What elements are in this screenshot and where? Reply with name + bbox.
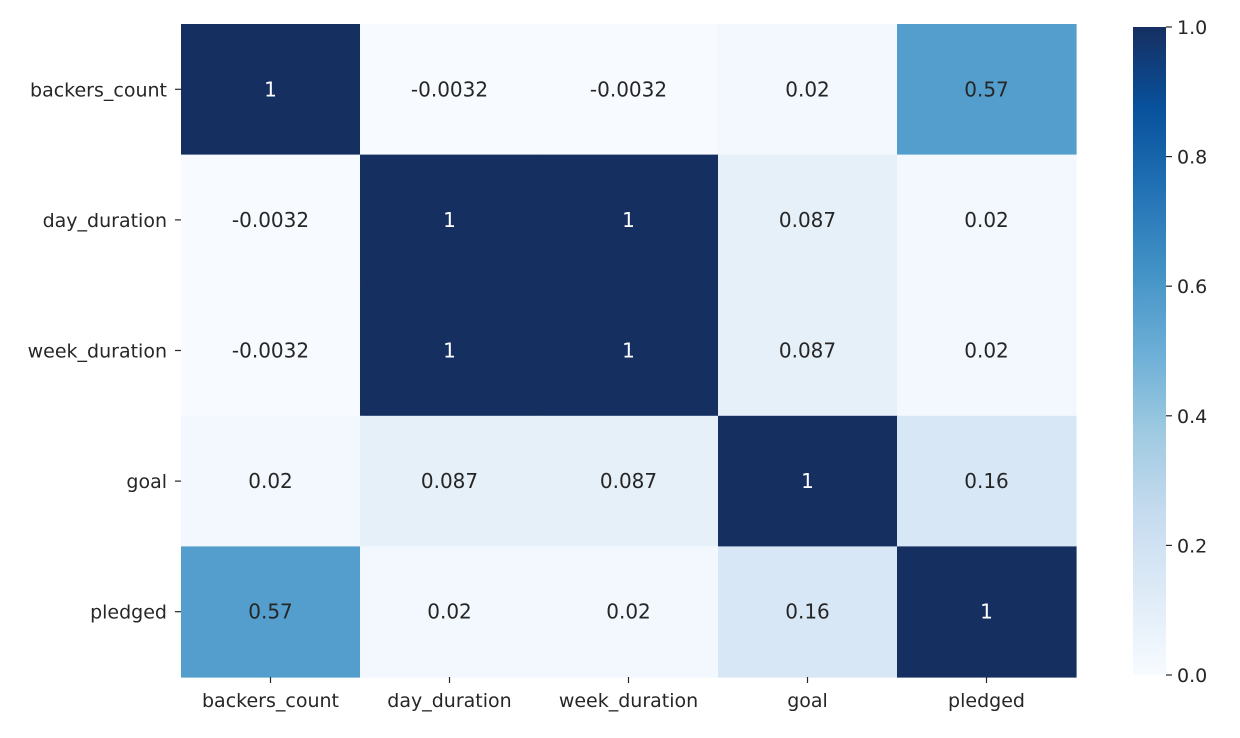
colorbar-gradient <box>1133 27 1166 675</box>
heatmap-cell <box>718 415 898 547</box>
cell-value-label: 1 <box>443 208 456 232</box>
cell-value-label: 0.087 <box>600 469 657 493</box>
heatmap-cell <box>360 154 540 286</box>
column-label: day_duration <box>387 690 511 712</box>
cell-value-label: -0.0032 <box>411 77 488 101</box>
heatmap-cell <box>181 546 361 678</box>
column-label: backers_count <box>202 690 339 712</box>
cell-value-label: 0.02 <box>964 339 1009 363</box>
heatmap-cell <box>897 24 1077 156</box>
cell-value-label: 1 <box>443 339 456 363</box>
row-label: pledged <box>90 602 167 624</box>
heatmap-cell <box>897 415 1077 547</box>
cell-value-label: 0.02 <box>964 208 1009 232</box>
heatmap-cell <box>360 546 540 678</box>
heatmap-cell <box>718 154 898 286</box>
colorbar-tick-label: 0.8 <box>1177 147 1207 169</box>
cell-value-label: 0.087 <box>779 208 836 232</box>
heatmap-cell <box>539 154 719 286</box>
colorbar-tick-label: 0.6 <box>1177 276 1207 298</box>
cell-value-label: 0.02 <box>606 600 651 624</box>
cell-value-label: -0.0032 <box>232 339 309 363</box>
cell-value-label: 0.02 <box>785 77 830 101</box>
heatmap-cell <box>897 546 1077 678</box>
colorbar-tick-label: 0.0 <box>1177 665 1207 687</box>
row-label: backers_count <box>30 79 167 101</box>
colorbar-tick-label: 1.0 <box>1177 17 1207 39</box>
heatmap-cell <box>360 24 540 156</box>
cell-value-label: 0.57 <box>964 77 1009 101</box>
cell-value-label: 0.02 <box>427 600 472 624</box>
row-label: day_duration <box>43 210 167 232</box>
cell-value-label: 1 <box>264 77 277 101</box>
cell-value-label: 0.087 <box>779 339 836 363</box>
heatmap-cell <box>897 154 1077 286</box>
heatmap-cell <box>718 24 898 156</box>
cell-value-label: 1 <box>622 208 635 232</box>
heatmap-cell <box>539 285 719 417</box>
row-tick-labels: backers_count day_duration week_durationgo… <box>28 79 181 624</box>
column-tick-labels: backers_count day_duration week_duration go… <box>202 677 1025 712</box>
heatmap-cell <box>539 24 719 156</box>
colorbar-tick-label: 0.2 <box>1177 535 1207 557</box>
heatmap-cell <box>181 415 361 547</box>
heatmap-cell <box>718 285 898 417</box>
cell-value-label: -0.0032 <box>232 208 309 232</box>
row-label: goal <box>126 471 167 493</box>
cell-value-label: 0.16 <box>964 469 1009 493</box>
column-label: week_duration <box>559 690 698 712</box>
cell-value-label: 0.02 <box>248 469 293 493</box>
cell-value-label: 1 <box>980 600 993 624</box>
column-label: pledged <box>948 690 1025 712</box>
heatmap-cell <box>897 285 1077 417</box>
cell-value-label: 0.57 <box>248 600 293 624</box>
heatmap-cell <box>181 154 361 286</box>
cell-value-label: 0.087 <box>421 469 478 493</box>
colorbar-tick-label: 0.4 <box>1177 406 1207 428</box>
heatmap-cell <box>181 285 361 417</box>
column-label: goal <box>787 690 828 712</box>
heatmap-cell <box>539 415 719 547</box>
row-label: week_duration <box>28 341 167 363</box>
heatmap-cell <box>718 546 898 678</box>
cell-value-label: 1 <box>801 469 814 493</box>
heatmap-cell <box>539 546 719 678</box>
heatmap-cell <box>360 415 540 547</box>
heatmap-cell <box>360 285 540 417</box>
cell-value-label: -0.0032 <box>590 77 667 101</box>
heatmap-cells: 1 -0.0032 -0.0032 0.02 0.57 -0.0032 1 1 0.087 0.0… <box>181 24 1077 678</box>
cell-value-label: 1 <box>622 339 635 363</box>
colorbar: 0.0 0.2 0.4 0.6 0.8 1.0 <box>1133 17 1207 687</box>
cell-value-label: 0.16 <box>785 600 830 624</box>
heatmap-cell <box>181 24 361 156</box>
